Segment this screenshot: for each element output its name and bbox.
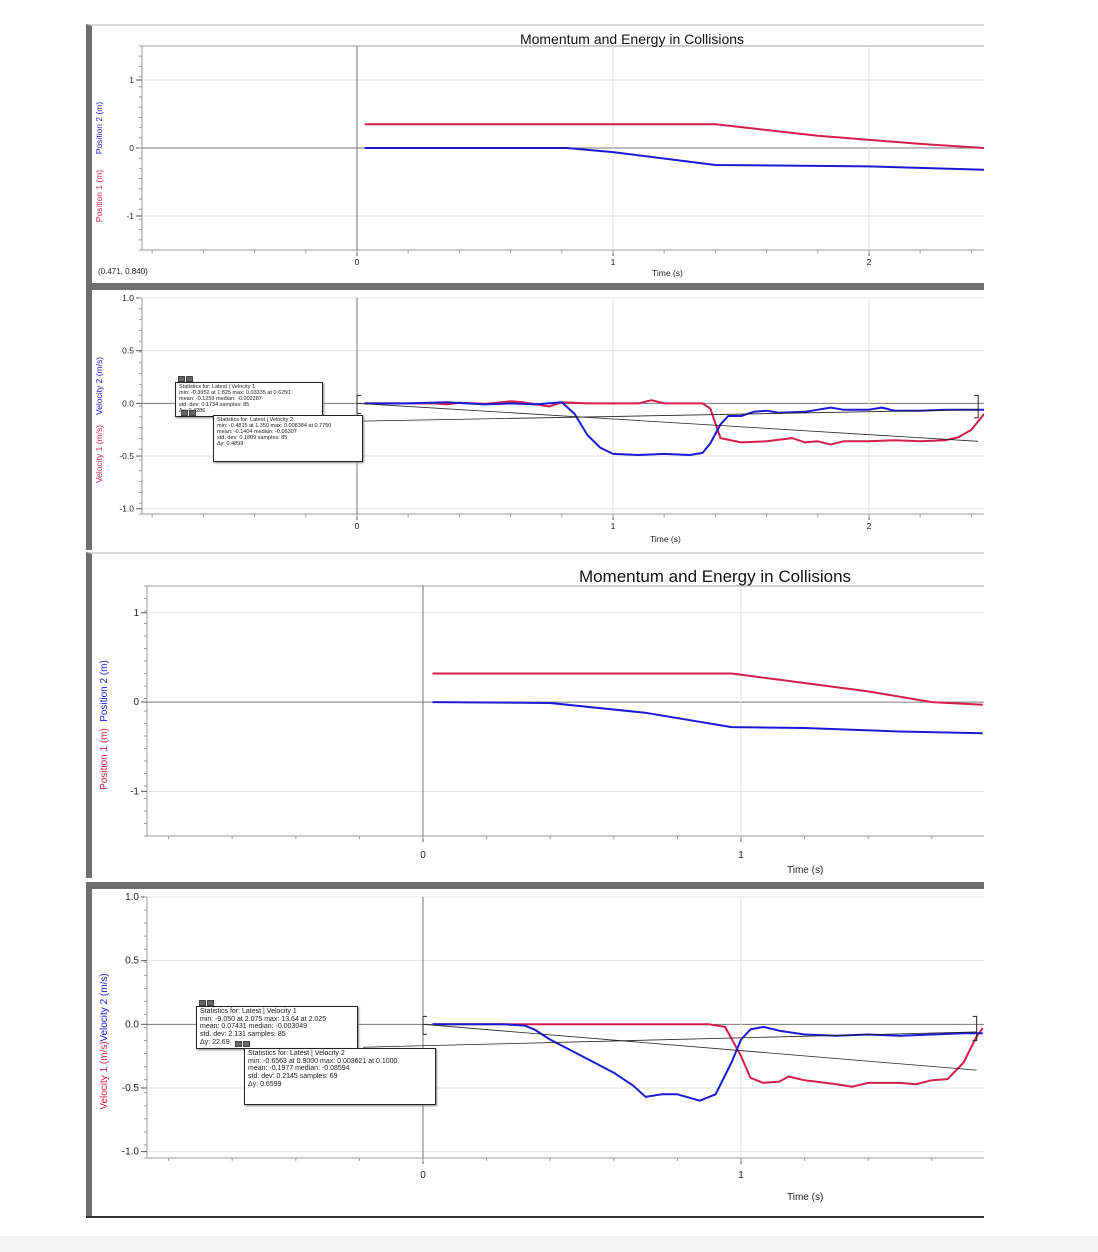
delta-leader-line-2 — [296, 409, 979, 423]
delta-leader-line-2 — [362, 1031, 977, 1048]
stats-title: Statistics for: Latest | Velocity 1 — [179, 384, 256, 390]
series-line-2 — [432, 1023, 983, 1102]
y-tick-label: -1 — [126, 211, 134, 221]
range-bracket-end — [972, 1015, 978, 1042]
x-tick-label: 2 — [867, 521, 872, 531]
y-tick-label: -0.5 — [122, 1083, 140, 1094]
y-tick-label: 0.5 — [122, 346, 134, 356]
x-tick-label: 1 — [611, 257, 616, 267]
x-tick-label: 0 — [355, 257, 360, 267]
y-axis-label-series1: Position 1 (m) — [94, 170, 104, 223]
y-axis-label-series2: Position 2 (m) — [99, 660, 110, 722]
y-tick-label: 1.0 — [122, 293, 134, 303]
delta-leader-line-1 — [356, 402, 979, 442]
position-graph-2[interactable]: 1 0 -1 0 1 Position 1 (m) Position 2 (m) Time (… — [92, 554, 984, 878]
y-tick-label: -1 — [130, 786, 139, 797]
stats-line: min: -0.6563 at 0.9000 max: 0.003621 at … — [248, 1057, 398, 1065]
stats-line: std. dev: 0.2145 samples: 69 — [248, 1073, 338, 1081]
stats-box-icons[interactable] — [199, 1000, 214, 1006]
chart-title: Momentum and Energy in Collisions — [579, 567, 851, 586]
position-graph-panel-1: 1 0 -1 0 1 2 Position 1 (m) Position 2 (m) Time … — [86, 24, 985, 283]
x-tick-label: 0 — [420, 850, 426, 861]
stats-box-icons[interactable] — [178, 376, 193, 382]
x-axis-label: Time (s) — [787, 1192, 823, 1203]
lower-screenshot: 1 0 -1 0 1 Position 1 (m) Position 2 (m) Time (… — [86, 552, 984, 1216]
y-axis-label-series2: Position 2 (m) — [94, 102, 104, 155]
series-line-1 — [364, 399, 985, 446]
y-tick-label: 0.0 — [122, 398, 134, 408]
stats-box-velocity-2[interactable]: Statistics for: Latest | Velocity 2 min:… — [235, 1041, 436, 1105]
page-footer — [0, 1236, 1098, 1252]
stats-box-velocity-1[interactable]: Statistics for: Latest | Velocity 1 min:… — [175, 376, 323, 418]
y-tick-label: -1.0 — [122, 1147, 140, 1158]
y-tick-label: 0.5 — [125, 956, 139, 967]
y-axis-label-series2: Velocity 2 (m/s) — [94, 357, 104, 415]
y-tick-label: -0.5 — [119, 451, 134, 461]
stats-line: mean: 0.07431 median: -0.003049 — [200, 1023, 308, 1031]
x-axis-label: Time (s) — [650, 534, 681, 544]
x-tick-label: 1 — [738, 1170, 744, 1181]
series-line-1 — [432, 1023, 984, 1088]
stats-delta: Δy: 0.6599 — [248, 1080, 282, 1088]
x-tick-label: 0 — [355, 521, 360, 531]
series-line-2 — [432, 701, 983, 735]
y-axis-label-series1: Position 1 (m) — [99, 728, 110, 790]
x-axis-label: Time (s) — [652, 268, 683, 278]
x-tick-label: 1 — [611, 521, 616, 531]
stats-line: std. dev: 2.131 samples: 85 — [200, 1031, 286, 1039]
x-tick-label: 0 — [420, 1170, 426, 1181]
stats-delta: Δy: 0.4286 — [179, 408, 206, 415]
stats-title: Statistics for: Latest | Velocity 2 — [217, 417, 294, 423]
stats-line: min: -0.4815 at 1.350 max: 0.008384 at 0… — [217, 423, 332, 430]
velocity-graph-panel-1: 1.0 0.5 0.0 -0.5 -1.0 0 1 2 Velocity 1 (m/s) Velo… — [86, 283, 985, 550]
range-bracket-end — [974, 394, 979, 419]
y-tick-label: 1 — [133, 608, 139, 619]
bottom-divider — [86, 1216, 984, 1218]
chart-title: Momentum and Energy in Collisions — [520, 31, 744, 47]
stats-box-velocity-1[interactable]: Statistics for: Latest | Velocity 1 min:… — [196, 1000, 358, 1050]
series-line-1 — [432, 672, 983, 706]
delta-leader-line-1 — [422, 1023, 977, 1071]
y-tick-label: 0.0 — [125, 1019, 139, 1030]
series-line-2 — [364, 401, 985, 456]
stats-line: mean: -0.1977 median: -0.08594 — [248, 1065, 350, 1073]
range-bracket-start — [356, 394, 361, 414]
velocity-graph-2[interactable]: 1.0 0.5 0.0 -0.5 -1.0 0 1 Velocity 1 (m/s)Veloc… — [92, 889, 984, 1216]
stats-line: mean: -0.1259 median: -0.002287 — [179, 396, 262, 403]
x-tick-label: 2 — [867, 257, 872, 267]
y-tick-label: 0 — [129, 143, 134, 153]
y-tick-label: 0 — [133, 697, 139, 708]
stats-line: min: -9.050 at 2.075 max: 13.64 at 2.025 — [200, 1015, 327, 1023]
y-tick-label: 1 — [129, 75, 134, 85]
y-tick-label: -1.0 — [119, 504, 134, 514]
stats-box-icons[interactable] — [181, 410, 196, 416]
x-tick-label: 1 — [738, 850, 744, 861]
stats-delta: Δy: 0.4899 — [217, 441, 244, 448]
stats-line: min: -0.3952 at 1.825 max: 0.03335 at 0.… — [179, 390, 291, 397]
velocity-graph-panel-2: 1.0 0.5 0.0 -0.5 -1.0 0 1 Velocity 1 (m/s) Veloc… — [86, 882, 984, 1216]
series-line-1 — [364, 123, 985, 149]
stats-title: Statistics for: Latest | Velocity 2 — [248, 1050, 345, 1057]
stats-line: std. dev: 0.1809 samples: 85 — [217, 435, 288, 442]
coordinate-readout: (0.471, 0.840) — [98, 267, 148, 276]
upper-screenshot: 1 0 -1 0 1 2 Position 1 (m) Position 2 (m) Time … — [86, 24, 985, 550]
stats-delta: Δy: 22.69 — [200, 1038, 230, 1046]
x-axis-label: Time (s) — [787, 865, 823, 876]
stats-box-velocity-2[interactable]: Statistics for: Latest | Velocity 2 min:… — [181, 410, 363, 462]
range-bracket-start — [422, 1015, 427, 1035]
y-axis-label-series1: Velocity 1 (m/s) — [99, 1041, 110, 1109]
stats-line: mean: -0.1404 median: -0.06307 — [217, 429, 297, 436]
position-graph-1[interactable]: 1 0 -1 0 1 2 Position 1 (m) Position 2 (m) Time … — [92, 26, 985, 283]
y-axis-label-series1: Velocity 1 (m/s) — [94, 425, 104, 483]
position-graph-panel-2: 1 0 -1 0 1 Position 1 (m) Position 2 (m) Time (… — [86, 552, 984, 878]
stats-line: std. dev: 0.1734 samples: 85 — [179, 402, 250, 409]
stats-box-icons[interactable] — [235, 1041, 250, 1047]
y-axis-label-series2: Velocity 2 (m/s) — [99, 973, 110, 1041]
y-tick-label: 1.0 — [125, 892, 139, 903]
stats-title: Statistics for: Latest | Velocity 1 — [200, 1008, 297, 1015]
series-line-2 — [364, 147, 985, 171]
